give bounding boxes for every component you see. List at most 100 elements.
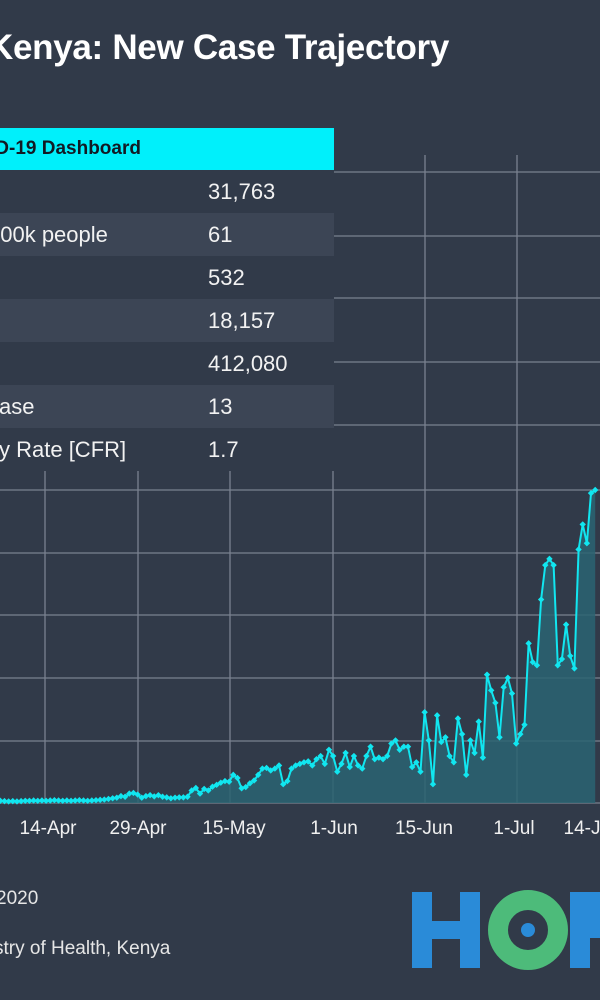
data-point (275, 762, 283, 769)
data-point (567, 652, 574, 660)
data-point (334, 768, 341, 775)
data-point (359, 765, 366, 772)
data-point (579, 521, 586, 528)
data-point (134, 791, 141, 798)
data-point (354, 762, 362, 769)
data-point (146, 791, 154, 799)
data-point (9, 797, 16, 805)
x-tick-label: 14-J (564, 818, 600, 839)
data-point (205, 787, 212, 794)
data-point (550, 561, 557, 569)
data-point (171, 794, 179, 801)
row-value: 13 (208, 394, 233, 419)
data-point (346, 763, 353, 771)
data-point (263, 764, 270, 772)
data-point (512, 740, 520, 747)
data-point (280, 781, 287, 788)
data-point (26, 797, 33, 805)
data-point (446, 752, 453, 760)
data-point (525, 640, 532, 647)
data-point (80, 797, 87, 804)
data-point (492, 699, 499, 707)
data-point (38, 797, 46, 804)
data-point (500, 683, 507, 691)
data-point (22, 797, 29, 805)
data-point (592, 486, 599, 494)
case-area (0, 490, 596, 803)
row-value: 31,763 (208, 179, 276, 204)
data-point (30, 797, 37, 804)
data-point (225, 778, 233, 785)
data-point (342, 749, 349, 757)
x-tick-label: 1-Jun (310, 818, 358, 839)
row-value: 18,157 (208, 308, 276, 333)
data-point (475, 718, 482, 725)
data-point (63, 797, 71, 804)
data-point (404, 743, 412, 750)
x-tick-label: 15-Jun (395, 818, 453, 839)
dashboard-row: 412,080 (0, 342, 334, 385)
footer-date: 2020 (0, 888, 39, 909)
data-point (433, 712, 441, 719)
data-point (575, 546, 582, 553)
data-point (17, 797, 25, 805)
data-point (155, 791, 162, 799)
data-point (463, 771, 470, 779)
data-point (363, 752, 370, 760)
footer-source: stry of Health, Kenya (0, 938, 171, 959)
data-point (163, 794, 170, 801)
data-point (5, 798, 12, 805)
data-point (192, 784, 200, 792)
data-point (1, 797, 8, 805)
data-point (300, 759, 308, 766)
data-point (42, 797, 50, 805)
data-point (176, 794, 183, 801)
data-point (13, 798, 21, 805)
data-point (521, 721, 528, 728)
data-point (196, 790, 204, 797)
data-point (429, 781, 437, 788)
x-tick-label: 1-Jul (493, 818, 534, 839)
data-point (571, 665, 578, 672)
data-point (396, 746, 403, 753)
x-tick-label: 15-May (202, 818, 266, 839)
data-point (542, 561, 549, 569)
data-point (67, 797, 75, 805)
data-point (96, 796, 104, 804)
data-point (450, 759, 457, 766)
data-point (138, 794, 145, 801)
data-point (425, 737, 432, 744)
data-point (546, 555, 553, 563)
case-points (0, 486, 599, 805)
x-tick-label: 29-Apr (109, 818, 167, 839)
data-point (329, 752, 337, 760)
row-label: case (0, 394, 35, 419)
data-point (188, 787, 195, 794)
data-point (458, 730, 466, 738)
data-point (217, 779, 224, 786)
data-point (84, 797, 91, 805)
row-value: 1.7 (208, 437, 239, 462)
data-point (142, 792, 150, 800)
dashboard-row: 31,763 (0, 170, 334, 213)
data-point (51, 796, 58, 804)
data-point (34, 797, 41, 805)
data-point (59, 797, 66, 805)
data-point (562, 621, 570, 628)
data-point (413, 759, 420, 766)
data-point (304, 758, 312, 765)
data-point (200, 785, 208, 793)
data-point (367, 743, 374, 750)
data-point (213, 781, 220, 789)
row-label: 100k people (0, 222, 108, 247)
data-point (467, 737, 474, 744)
data-point (159, 793, 166, 800)
data-point (72, 797, 79, 804)
data-point (533, 662, 541, 669)
row-value: 532 (208, 265, 245, 290)
dashboard-row: 100k people 61 (0, 213, 334, 256)
data-point (76, 796, 83, 804)
data-point (371, 755, 378, 763)
data-point (167, 795, 175, 802)
data-point (121, 793, 129, 800)
